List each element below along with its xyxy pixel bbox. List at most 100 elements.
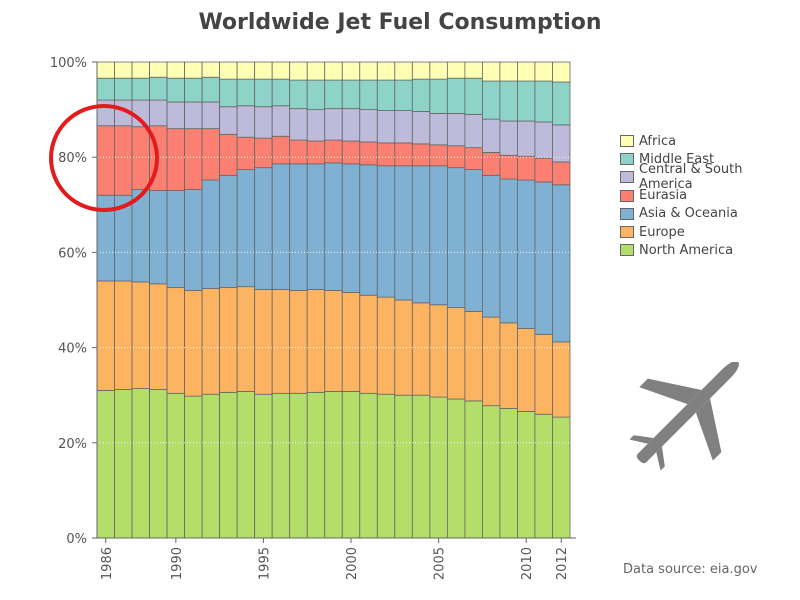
legend-label: Asia & Oceania	[639, 206, 738, 222]
bar-segment-asia-oceania-2010	[517, 179, 536, 329]
bar-segment-north-america-2012	[552, 416, 571, 539]
bar-segment-europe-2004	[411, 302, 431, 396]
legend-swatch	[620, 226, 634, 239]
bar-segment-eurasia-2008	[482, 152, 501, 176]
axes-layer: 0% 20% 40% 60% 80% 100% 1986 1990 1995 2000 2005 20…	[50, 56, 576, 580]
bar-segment-central-south-america-2011	[534, 121, 553, 159]
bar-segment-europe-2001	[359, 294, 378, 394]
y-tick-label-0: 0%	[66, 532, 87, 547]
bar-segment-asia-oceania-1988	[131, 189, 150, 283]
bar-segment-asia-oceania-1990	[166, 190, 185, 289]
bar-segment-eurasia-1988	[131, 126, 150, 190]
bar-segment-north-america-1993	[219, 391, 238, 539]
bar-segment-africa-1989	[149, 61, 168, 78]
bar-segment-north-america-1994	[236, 390, 256, 539]
bar-segment-asia-oceania-1991	[184, 189, 203, 291]
bar-segment-asia-oceania-2007	[464, 169, 483, 312]
bar-segment-europe-2006	[446, 307, 466, 400]
bar-segment-middle-east-2004	[411, 78, 431, 112]
legend-item-middle-east: Middle East	[620, 150, 800, 168]
bar-segment-north-america-1997	[289, 392, 308, 539]
bar-segment-europe-1988	[131, 281, 150, 389]
legend-item-africa: Africa	[620, 132, 800, 150]
annotation-layer	[49, 104, 159, 212]
bar-segment-eurasia-1994	[236, 136, 256, 170]
bar-segment-middle-east-1989	[149, 76, 168, 101]
bar-segment-middle-east-2002	[376, 79, 396, 111]
bar-segment-europe-1987	[114, 280, 133, 390]
bar-segment-europe-1995	[254, 289, 273, 395]
bar-segment-central-south-america-2002	[376, 110, 396, 144]
legend-swatch	[620, 207, 634, 220]
bar-segment-north-america-2005	[429, 396, 448, 539]
bar-segment-north-america-2010	[517, 410, 536, 539]
bar-segment-eurasia-1999	[324, 139, 343, 164]
bar-segment-eurasia-2009	[499, 154, 518, 180]
bar-segment-asia-oceania-2008	[482, 174, 501, 318]
gridlines-layer	[97, 156, 570, 444]
y-tick-label-100: 100%	[50, 56, 87, 71]
bar-segment-eurasia-1993	[219, 133, 238, 176]
legend-label: Middle East	[639, 151, 715, 167]
bar-segment-africa-1987	[114, 61, 133, 79]
bar-segment-middle-east-1987	[114, 77, 133, 101]
data-source-note: Data source: eia.gov	[623, 562, 758, 577]
x-tick-label-1995: 1995	[257, 547, 272, 580]
bar-segment-europe-1994	[236, 286, 256, 392]
y-tick-label-20: 20%	[58, 437, 87, 452]
bar-segment-asia-oceania-2002	[376, 165, 396, 298]
bar-segment-north-america-2001	[359, 392, 378, 539]
bar-segment-africa-2001	[359, 61, 378, 81]
bar-segment-africa-2011	[534, 61, 553, 82]
bar-segment-eurasia-2002	[376, 142, 396, 167]
bar-segment-middle-east-1990	[166, 77, 185, 103]
bar-segment-europe-2000	[341, 291, 361, 392]
bar-segment-eurasia-2003	[394, 142, 413, 167]
bar-segment-central-south-america-1993	[219, 106, 238, 135]
bar-segment-europe-2005	[429, 304, 448, 398]
bar-segment-eurasia-1986	[96, 125, 115, 196]
bar-segment-middle-east-2008	[482, 80, 501, 120]
bar-segment-europe-1999	[324, 290, 343, 392]
bar-segment-central-south-america-1991	[184, 101, 203, 130]
bar-segment-central-south-america-1998	[306, 109, 326, 142]
bar-segment-north-america-2008	[482, 405, 501, 539]
x-tick-label-2012: 2012	[555, 547, 570, 580]
bar-segment-africa-1997	[289, 61, 308, 81]
bar-segment-europe-2011	[534, 333, 553, 415]
legend-item-europe: Europe	[620, 223, 800, 241]
bar-segment-central-south-america-2010	[517, 120, 536, 157]
bar-segment-asia-oceania-2004	[411, 165, 431, 304]
bar-segment-middle-east-1988	[131, 77, 150, 101]
bar-segment-north-america-2000	[341, 390, 361, 539]
bar-segment-central-south-america-1999	[324, 108, 343, 141]
chart-title: Worldwide Jet Fuel Consumption	[198, 10, 602, 35]
bar-segment-asia-oceania-1996	[271, 163, 291, 290]
bar-segment-asia-oceania-1989	[149, 190, 168, 285]
x-tick-label-2010: 2010	[520, 547, 535, 580]
bar-segment-africa-1988	[131, 61, 150, 79]
bar-segment-asia-oceania-2000	[341, 163, 361, 293]
bar-segment-africa-1998	[306, 61, 326, 81]
legend-swatch	[620, 135, 634, 148]
bar-segment-asia-oceania-2009	[499, 178, 518, 324]
legend-label: Africa	[639, 133, 677, 149]
bar-segment-africa-2012	[552, 61, 571, 83]
bar-segment-central-south-america-1995	[254, 106, 273, 139]
bar-segment-africa-2007	[464, 61, 483, 79]
legend-label: Central & South America	[638, 162, 743, 193]
airplane-icon	[629, 362, 739, 471]
bar-segment-north-america-2002	[376, 393, 396, 539]
bar-segment-africa-1991	[184, 61, 203, 79]
bar-segment-eurasia-2006	[446, 145, 466, 169]
bar-segment-africa-2010	[517, 61, 536, 82]
bar-segment-eurasia-1990	[166, 128, 185, 191]
bar-segment-asia-oceania-1997	[289, 163, 308, 291]
bars-layer	[96, 61, 571, 539]
bar-segment-eurasia-2005	[429, 144, 448, 167]
bar-segment-europe-2002	[376, 296, 396, 395]
bar-segment-europe-1990	[166, 287, 185, 394]
bar-segment-africa-2003	[394, 61, 413, 81]
bar-segment-europe-2010	[517, 328, 536, 412]
bar-segment-eurasia-1997	[289, 139, 308, 165]
